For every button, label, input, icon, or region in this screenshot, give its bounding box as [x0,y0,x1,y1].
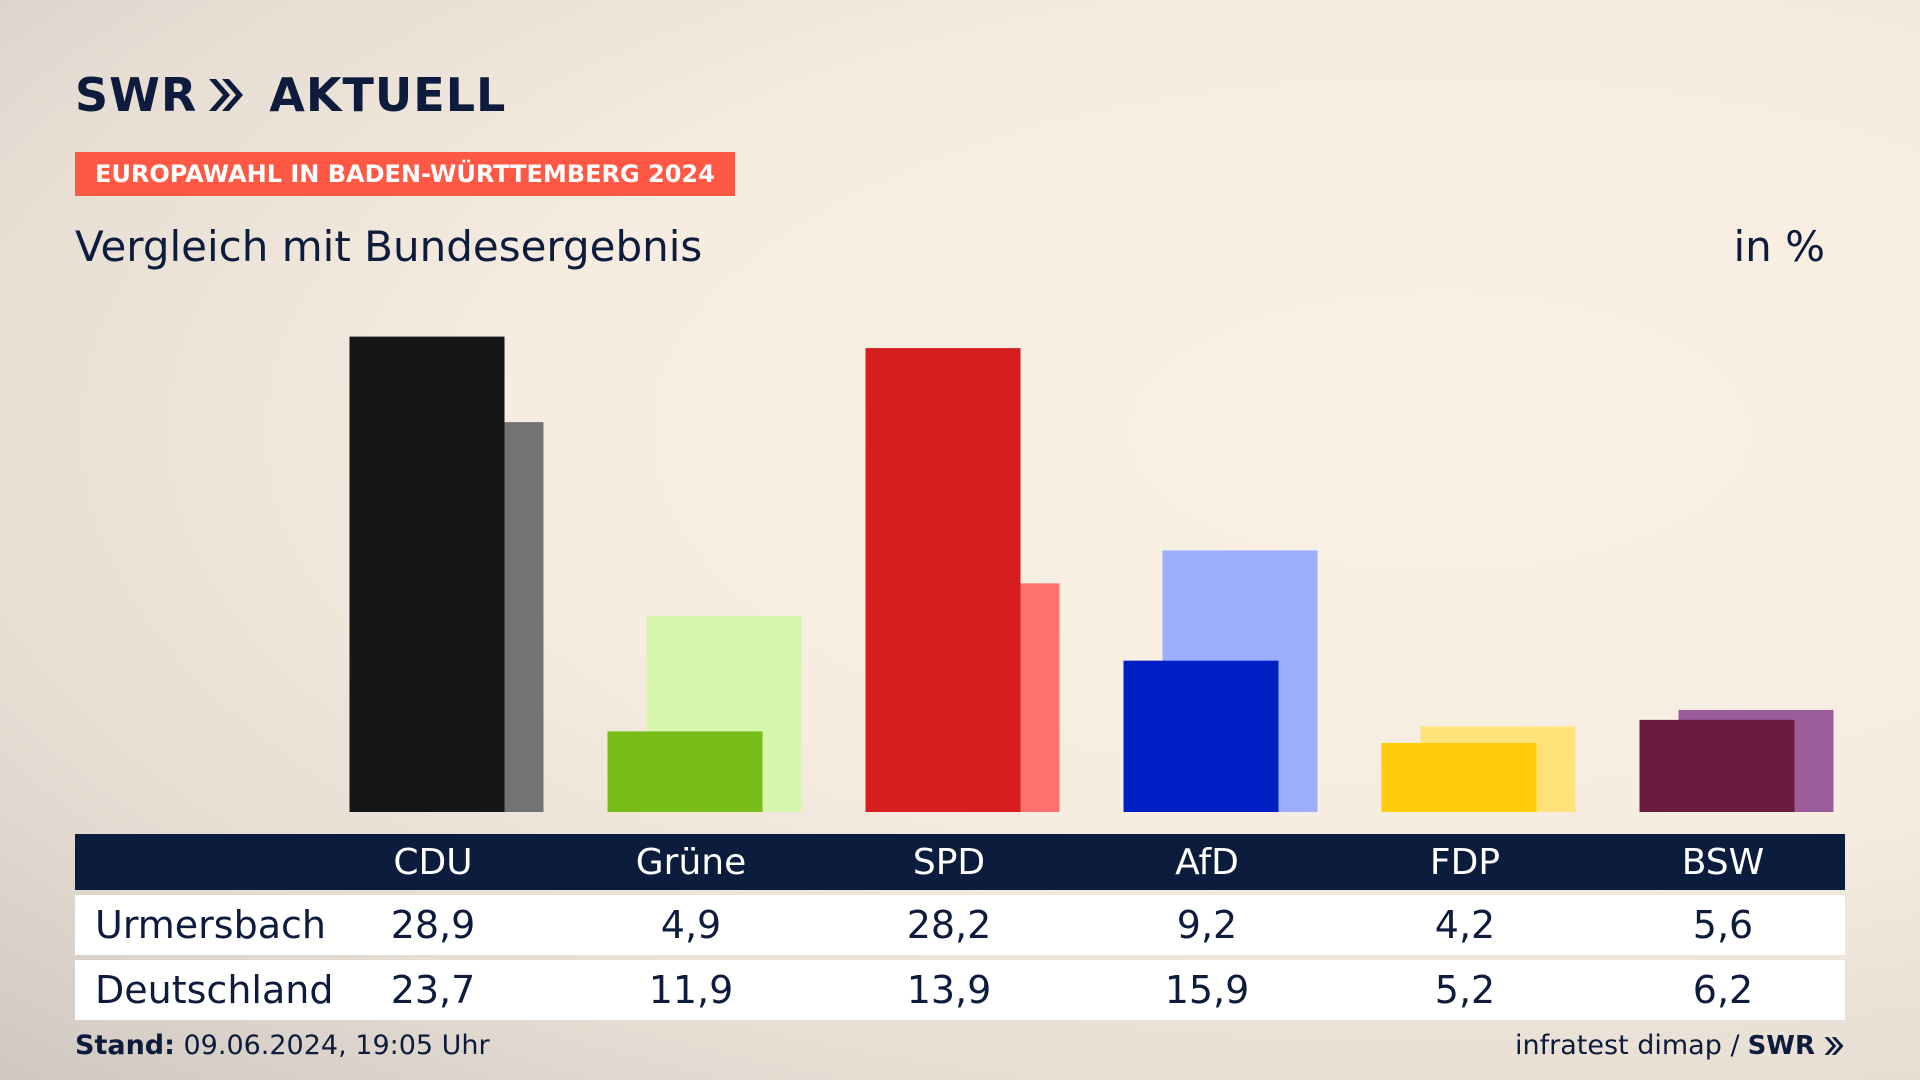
column-header-cdu: CDU [393,841,473,883]
stand-value: 09.06.2024, 19:05 Uhr [174,1030,490,1061]
bar-urmersbach-spd [865,348,1021,812]
stand-label: Stand: [75,1030,175,1061]
table-cell: 15,9 [1164,968,1250,1012]
chevrons-icon [1824,1036,1844,1055]
chevrons-icon [209,79,244,111]
brand-swr: SWR [75,68,198,122]
source-credit: infratest dimap / SWR [1515,1030,1845,1061]
brand-aktuell: AKTUELL [269,68,507,122]
table-row-urmersbach: Urmersbach 28,9 4,9 28,2 9,2 4,2 5,6 [75,895,1845,955]
table-cell: 28,2 [906,903,992,947]
results-table: CDU Grüne SPD AfD FDP BSW Urmersbach 28,9 4,9 2… [75,834,1845,1020]
table-cell: 28,9 [390,903,476,947]
table-cell: 4,9 [660,903,722,947]
bar-urmersbach-cdu [349,336,505,812]
source-brand: SWR [1747,1030,1815,1061]
table-row-deutschland: Deutschland 23,7 11,9 13,9 15,9 5,2 6,2 [75,960,1845,1020]
table-cell: 13,9 [906,968,992,1012]
table-cell: 11,9 [648,968,734,1012]
bar-urmersbach-grüne [607,731,763,812]
bar-urmersbach-fdp [1381,742,1537,812]
column-header-grüne: Grüne [635,841,747,883]
table-cell: 23,7 [390,968,476,1012]
election-tag: EUROPAWAHL IN BADEN-WÜRTTEMBERG 2024 [75,152,735,196]
table-cell: 9,2 [1176,903,1238,947]
source-text: infratest dimap / [1515,1030,1740,1061]
chart-subtitle: Vergleich mit Bundesergebnis [75,222,703,271]
table-cell: 4,2 [1434,903,1496,947]
row-label: Urmersbach [95,903,326,947]
bar-urmersbach-afd [1123,660,1279,812]
timestamp: Stand: 09.06.2024, 19:05 Uhr [75,1030,490,1061]
table-header: CDU Grüne SPD AfD FDP BSW [75,834,1845,890]
column-header-spd: SPD [912,841,986,883]
table-cell: 5,6 [1692,903,1754,947]
column-header-fdp: FDP [1429,841,1501,883]
swr-aktuell-logo: SWR AKTUELL [75,68,506,122]
column-header-afd: AfD [1175,841,1239,883]
column-header-bsw: BSW [1681,841,1765,883]
table-cell: 5,2 [1434,968,1496,1012]
row-label: Deutschland [95,968,334,1012]
bar-urmersbach-bsw [1639,719,1795,812]
table-cell: 6,2 [1692,968,1754,1012]
unit-label: in % [1733,222,1825,271]
